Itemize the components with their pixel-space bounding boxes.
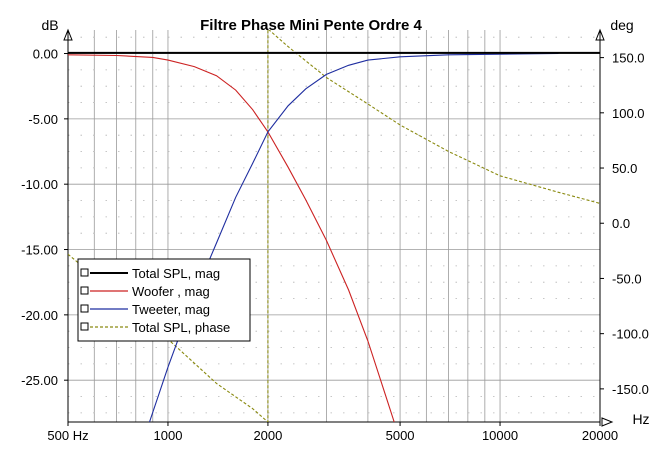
legend-label: Woofer , mag [132, 284, 210, 299]
chart-title: Filtre Phase Mini Pente Ordre 4 [200, 17, 422, 34]
right-tick-label: 50.0 [612, 161, 637, 176]
legend-checkbox[interactable] [80, 322, 89, 331]
right-tick-label: 100.0 [612, 106, 645, 121]
right-tick-label: 150.0 [612, 51, 645, 66]
x-tick-label: 20000 [582, 428, 618, 443]
x-tick-label: 5000 [386, 428, 415, 443]
right-tick-labels: 150.0 100.0 50.0 0.0 -50.0 -100.0 -150.0 [600, 51, 649, 397]
series [68, 30, 600, 422]
x-tick-label: 10000 [482, 428, 518, 443]
x-tick-label: 2000 [253, 428, 282, 443]
legend-label: Total SPL, phase [132, 320, 230, 335]
legend-checkbox[interactable] [80, 286, 89, 295]
left-tick-label: -5.00 [28, 112, 58, 127]
left-tick-labels: 0.00 -5.00 -10.00 -15.00 -20.00 -25.00 [21, 47, 68, 388]
series-line-3 [148, 52, 559, 422]
grid [68, 30, 600, 422]
right-axis-arrow [595, 28, 605, 41]
right-tick-label: -50.0 [612, 271, 642, 286]
legend: Total SPL, mag Woofer , mag Tweeter, mag To… [77, 258, 251, 342]
x-axis-unit: Hz [632, 411, 649, 427]
right-tick-label: 0.0 [612, 216, 630, 231]
left-axis-arrow [63, 28, 73, 41]
right-axis-unit: deg [610, 17, 633, 33]
x-tick-label: 500 Hz [47, 428, 88, 443]
x-tick-labels: 500 Hz 1000 2000 5000 10000 20000 [47, 422, 618, 443]
legend-checkbox[interactable] [80, 304, 89, 313]
right-tick-label: -150.0 [612, 382, 649, 397]
left-tick-label: -15.00 [21, 243, 58, 258]
left-tick-label: 0.00 [33, 47, 58, 62]
left-tick-label: -20.00 [21, 308, 58, 323]
right-tick-label: -100.0 [612, 327, 649, 342]
x-axis-arrow [601, 417, 614, 427]
left-tick-label: -10.00 [21, 177, 58, 192]
legend-label: Total SPL, mag [132, 266, 220, 281]
axes [63, 28, 614, 427]
series-line-4 [68, 30, 600, 422]
legend-label: Tweeter, mag [132, 302, 210, 317]
left-tick-label: -25.00 [21, 373, 58, 388]
series-line-2 [68, 54, 395, 422]
legend-checkbox[interactable] [80, 268, 89, 277]
x-tick-label: 1000 [154, 428, 183, 443]
left-axis-unit: dB [41, 17, 58, 33]
